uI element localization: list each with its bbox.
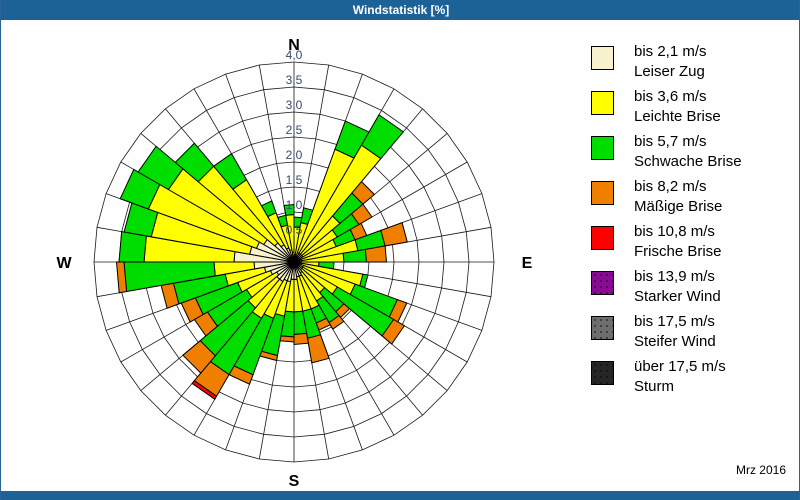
- legend-swatch-icon: [591, 226, 614, 250]
- legend-speed-range: bis 8,2 m/s: [634, 178, 707, 195]
- compass-label-s: S: [289, 473, 300, 490]
- rose-bar-segment: [182, 340, 216, 374]
- legend-label: bis 3,6 m/s Leichte Brise: [634, 87, 721, 127]
- legend-item-8: über 17,5 m/s Sturm: [591, 357, 791, 405]
- radial-tick-label: 0,5: [286, 223, 303, 237]
- rose-bar-segment: [118, 231, 147, 263]
- legend-class-name: Starker Wind: [634, 288, 721, 305]
- legend-label: über 17,5 m/s Sturm: [634, 357, 726, 397]
- legend-class-name: Mäßige Brise: [634, 198, 723, 215]
- legend-label: bis 5,7 m/s Schwache Brise: [634, 132, 742, 172]
- rose-bar-segment: [350, 203, 373, 226]
- legend-speed-range: über 17,5 m/s: [634, 358, 726, 375]
- rose-bar-segment: [364, 245, 388, 263]
- rose-bar-segment: [137, 145, 184, 191]
- rose-bar-segment: [360, 114, 405, 160]
- legend-label: bis 17,5 m/s Steifer Wind: [634, 312, 716, 352]
- legend-swatch-icon: [591, 136, 614, 160]
- radial-tick-label: 4,0: [286, 48, 303, 62]
- legend: bis 2,1 m/s Leiser Zug bis 3,6 m/s Leichte …: [591, 42, 791, 405]
- chart-area: 0,5 1,0 1,5 2,0 2,5 3,0 3,5 4,0 N S W E bis 2,1 m/s…: [1, 20, 799, 491]
- compass-label-n: N: [288, 37, 300, 54]
- legend-speed-range: bis 3,6 m/s: [634, 88, 707, 105]
- legend-item-5: bis 10,8 m/s Frische Brise: [591, 222, 791, 270]
- legend-item-4: bis 8,2 m/s Mäßige Brise: [591, 177, 791, 225]
- legend-swatch-icon: [591, 271, 614, 295]
- radial-tick-label: 3,0: [286, 98, 303, 112]
- legend-class-name: Sturm: [634, 378, 675, 395]
- window-titlebar: Windstatistik [%]: [1, 0, 799, 20]
- legend-item-1: bis 2,1 m/s Leiser Zug: [591, 42, 791, 90]
- rose-bar-segment: [260, 200, 277, 218]
- legend-label: bis 10,8 m/s Frische Brise: [634, 222, 722, 262]
- window-title: Windstatistik [%]: [352, 3, 450, 17]
- radial-tick-label: 2,0: [286, 148, 303, 162]
- legend-item-3: bis 5,7 m/s Schwache Brise: [591, 132, 791, 180]
- legend-label: bis 8,2 m/s Mäßige Brise: [634, 177, 722, 217]
- radial-tick-label: 1,5: [286, 173, 303, 187]
- rose-bar-segment: [212, 152, 248, 190]
- compass-label-e: E: [522, 255, 533, 272]
- rose-hub: [289, 257, 299, 267]
- rose-bar-segment: [380, 222, 408, 247]
- rose-bar-segment: [191, 380, 218, 401]
- rose-bar-segment: [283, 203, 295, 216]
- rose-bar-segment: [351, 180, 376, 205]
- legend-class-name: Leiser Zug: [634, 63, 705, 80]
- rose-bar-segment: [279, 335, 295, 343]
- legend-speed-range: bis 10,8 m/s: [634, 223, 715, 240]
- legend-item-2: bis 3,6 m/s Leichte Brise: [591, 87, 791, 135]
- legend-speed-range: bis 17,5 m/s: [634, 313, 715, 330]
- legend-label: bis 13,9 m/s Starker Wind: [634, 267, 721, 307]
- legend-speed-range: bis 2,1 m/s: [634, 43, 707, 60]
- rose-bar-segment: [306, 334, 330, 364]
- legend-speed-range: bis 5,7 m/s: [634, 133, 707, 150]
- legend-swatch-icon: [591, 46, 614, 70]
- legend-swatch-icon: [591, 361, 614, 385]
- radial-tick-label: 3,5: [286, 73, 303, 87]
- radial-tick-label: 1,0: [286, 198, 303, 212]
- legend-speed-range: bis 13,9 m/s: [634, 268, 715, 285]
- wind-rose-chart: 0,5 1,0 1,5 2,0 2,5 3,0 3,5 4,0N S W E: [56, 37, 533, 490]
- date-label: Mrz 2016: [735, 463, 786, 477]
- bottom-status-bar: [1, 491, 799, 500]
- legend-swatch-icon: [591, 181, 614, 205]
- legend-item-7: bis 17,5 m/s Steifer Wind: [591, 312, 791, 360]
- legend-class-name: Leichte Brise: [634, 108, 721, 125]
- rose-bar-segment: [174, 142, 215, 183]
- legend-swatch-icon: [591, 316, 614, 340]
- rose-bar-segment: [328, 314, 345, 330]
- legend-item-6: bis 13,9 m/s Starker Wind: [591, 267, 791, 315]
- legend-class-name: Steifer Wind: [634, 333, 716, 350]
- legend-class-name: Schwache Brise: [634, 153, 742, 170]
- legend-swatch-icon: [591, 91, 614, 115]
- rose-bar-segment: [115, 261, 128, 294]
- rose-bar-segment: [381, 318, 406, 345]
- compass-label-w: W: [56, 255, 72, 272]
- rose-bar-segment: [293, 332, 309, 346]
- legend-label: bis 2,1 m/s Leiser Zug: [634, 42, 707, 82]
- legend-class-name: Frische Brise: [634, 243, 722, 260]
- radial-tick-label: 2,5: [286, 123, 303, 137]
